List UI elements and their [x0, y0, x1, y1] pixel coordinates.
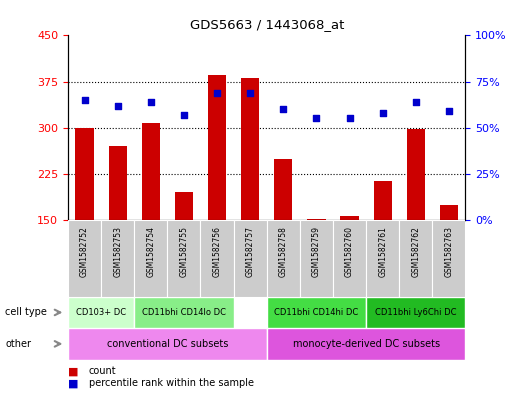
- Point: [345, 116, 354, 122]
- Text: ■: ■: [68, 366, 78, 376]
- Bar: [234, 220, 267, 297]
- Bar: [75, 128, 94, 220]
- Text: GSM1582763: GSM1582763: [445, 226, 453, 277]
- Bar: [109, 146, 127, 220]
- Text: GSM1582753: GSM1582753: [113, 226, 122, 277]
- Bar: [101, 220, 134, 297]
- Bar: [134, 297, 234, 328]
- Text: GSM1582755: GSM1582755: [179, 226, 188, 277]
- Text: GSM1582761: GSM1582761: [378, 226, 387, 277]
- Text: count: count: [89, 366, 117, 376]
- Text: other: other: [5, 339, 31, 349]
- Bar: [267, 220, 300, 297]
- Bar: [267, 297, 366, 328]
- Bar: [134, 220, 167, 297]
- Bar: [200, 220, 234, 297]
- Text: cell type: cell type: [5, 307, 47, 318]
- Text: GSM1582757: GSM1582757: [246, 226, 255, 277]
- Text: percentile rank within the sample: percentile rank within the sample: [89, 378, 254, 388]
- Text: GSM1582758: GSM1582758: [279, 226, 288, 277]
- Bar: [68, 297, 134, 328]
- Point: [180, 112, 188, 118]
- Point: [81, 97, 89, 103]
- Point: [113, 103, 122, 109]
- Bar: [175, 192, 193, 220]
- Text: CD11bhi CD14lo DC: CD11bhi CD14lo DC: [142, 308, 226, 317]
- Point: [146, 99, 155, 105]
- Title: GDS5663 / 1443068_at: GDS5663 / 1443068_at: [189, 18, 344, 31]
- Point: [312, 116, 321, 122]
- Text: CD11bhi CD14hi DC: CD11bhi CD14hi DC: [274, 308, 359, 317]
- Bar: [267, 328, 465, 360]
- Bar: [167, 220, 200, 297]
- Bar: [208, 75, 226, 220]
- Bar: [300, 220, 333, 297]
- Point: [379, 110, 387, 116]
- Text: GSM1582756: GSM1582756: [212, 226, 222, 277]
- Bar: [373, 181, 392, 220]
- Bar: [68, 220, 101, 297]
- Text: conventional DC subsets: conventional DC subsets: [107, 339, 228, 349]
- Bar: [241, 79, 259, 220]
- Bar: [407, 129, 425, 220]
- Point: [412, 99, 420, 105]
- Text: ■: ■: [68, 378, 78, 388]
- Text: CD11bhi Ly6Chi DC: CD11bhi Ly6Chi DC: [375, 308, 457, 317]
- Bar: [68, 328, 267, 360]
- Text: CD103+ DC: CD103+ DC: [76, 308, 126, 317]
- Bar: [366, 220, 399, 297]
- Text: monocyte-derived DC subsets: monocyte-derived DC subsets: [292, 339, 440, 349]
- Text: GSM1582760: GSM1582760: [345, 226, 354, 277]
- Bar: [366, 297, 465, 328]
- Text: GSM1582759: GSM1582759: [312, 226, 321, 277]
- Point: [246, 90, 254, 96]
- Point: [445, 108, 453, 114]
- Bar: [333, 220, 366, 297]
- Point: [279, 106, 288, 112]
- Bar: [308, 219, 325, 220]
- Bar: [399, 220, 433, 297]
- Bar: [433, 220, 465, 297]
- Bar: [142, 123, 160, 220]
- Text: GSM1582752: GSM1582752: [80, 226, 89, 277]
- Bar: [340, 216, 359, 220]
- Point: [213, 90, 221, 96]
- Bar: [274, 158, 292, 220]
- Text: GSM1582762: GSM1582762: [411, 226, 420, 277]
- Bar: [440, 205, 458, 220]
- Text: GSM1582754: GSM1582754: [146, 226, 155, 277]
